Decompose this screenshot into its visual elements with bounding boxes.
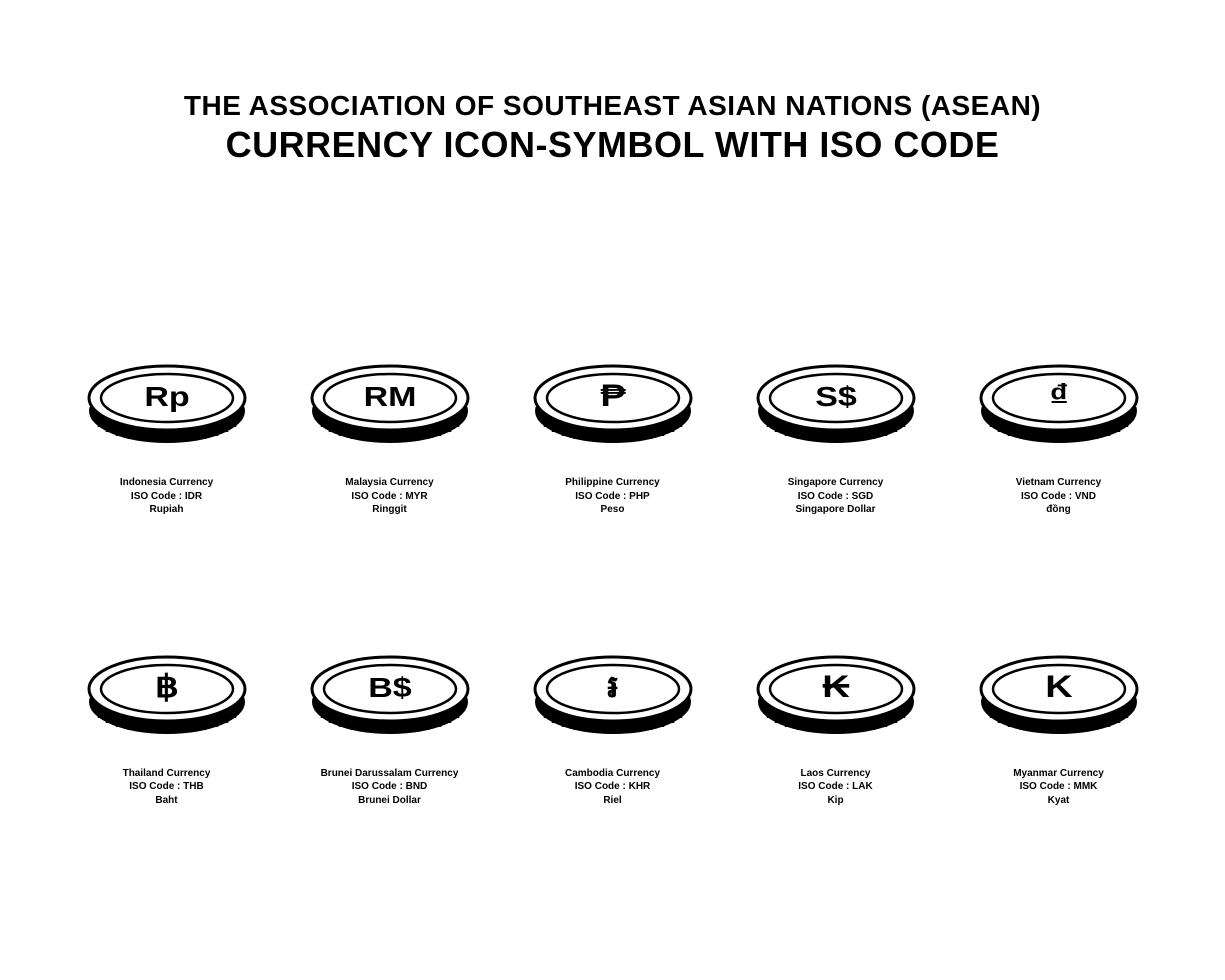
iso-label: ISO Code : LAK [798, 780, 872, 794]
title-line-2: CURRENCY ICON-SYMBOL WITH ISO CODE [0, 124, 1225, 166]
rupiah-coin-icon: Rp [77, 356, 257, 456]
country-label: Singapore Currency [788, 476, 884, 490]
country-label: Thailand Currency [123, 767, 211, 781]
brunei-dollar-coin-icon: B$ [300, 647, 480, 747]
currency-cell-idr: Rp Indonesia Currency ISO Code : IDR Rup… [60, 356, 273, 517]
svg-text:B$: B$ [368, 671, 411, 702]
svg-text:RM: RM [363, 381, 416, 412]
currency-name: Kip [798, 794, 872, 808]
ringgit-coin-icon: RM [300, 356, 480, 456]
currency-cell-sgd: S$ Singapore Currency ISO Code : SGD Sin… [729, 356, 942, 517]
svg-text:₫: ₫ [1049, 379, 1068, 413]
country-label: Myanmar Currency [1013, 767, 1104, 781]
svg-text:฿: ฿ [154, 670, 178, 704]
currency-name: Brunei Dollar [321, 794, 459, 808]
currency-cell-thb: ฿ Thailand Currency ISO Code : THB Baht [60, 647, 273, 808]
iso-label: ISO Code : BND [321, 780, 459, 794]
kyat-coin-icon: K [969, 647, 1149, 747]
iso-label: ISO Code : VND [1016, 490, 1101, 504]
iso-label: ISO Code : MYR [345, 490, 433, 504]
currency-name: Peso [565, 503, 659, 517]
dong-coin-icon: ₫ [969, 356, 1149, 456]
svg-text:₭: ₭ [822, 670, 849, 704]
country-label: Brunei Darussalam Currency [321, 767, 459, 781]
country-label: Cambodia Currency [565, 767, 660, 781]
currency-name: Baht [123, 794, 211, 808]
singapore-dollar-coin-icon: S$ [746, 356, 926, 456]
header: THE ASSOCIATION OF SOUTHEAST ASIAN NATIO… [0, 0, 1225, 166]
currency-cell-myr: RM Malaysia Currency ISO Code : MYR Ring… [283, 356, 496, 517]
country-label: Laos Currency [798, 767, 872, 781]
riel-coin-icon: ៛ [523, 647, 703, 747]
iso-label: ISO Code : MMK [1013, 780, 1104, 794]
currency-cell-khr: ៛ Cambodia Currency ISO Code : KHR Riel [506, 647, 719, 808]
country-label: Malaysia Currency [345, 476, 433, 490]
iso-label: ISO Code : SGD [788, 490, 884, 504]
svg-text:S$: S$ [815, 381, 857, 412]
currency-name: Riel [565, 794, 660, 808]
currency-cell-vnd: ₫ Vietnam Currency ISO Code : VND đồng [952, 356, 1165, 517]
currency-name: đồng [1016, 503, 1101, 517]
svg-text:K: K [1045, 670, 1072, 704]
currency-cell-bnd: B$ Brunei Darussalam Currency ISO Code :… [283, 647, 496, 808]
iso-label: ISO Code : THB [123, 780, 211, 794]
currency-grid: Rp Indonesia Currency ISO Code : IDR Rup… [0, 356, 1225, 807]
svg-text:Rp: Rp [144, 381, 189, 412]
currency-name: Rupiah [120, 503, 213, 517]
peso-coin-icon: ₱ [523, 356, 703, 456]
country-label: Philippine Currency [565, 476, 659, 490]
baht-coin-icon: ฿ [77, 647, 257, 747]
svg-text:៛: ៛ [606, 670, 618, 704]
kip-coin-icon: ₭ [746, 647, 926, 747]
country-label: Indonesia Currency [120, 476, 213, 490]
svg-text:₱: ₱ [600, 379, 626, 413]
iso-label: ISO Code : PHP [565, 490, 659, 504]
currency-name: Ringgit [345, 503, 433, 517]
currency-cell-lak: ₭ Laos Currency ISO Code : LAK Kip [729, 647, 942, 808]
country-label: Vietnam Currency [1016, 476, 1101, 490]
currency-name: Singapore Dollar [788, 503, 884, 517]
currency-cell-mmk: K Myanmar Currency ISO Code : MMK Kyat [952, 647, 1165, 808]
currency-name: Kyat [1013, 794, 1104, 808]
iso-label: ISO Code : IDR [120, 490, 213, 504]
currency-cell-php: ₱ Philippine Currency ISO Code : PHP Pes… [506, 356, 719, 517]
title-line-1: THE ASSOCIATION OF SOUTHEAST ASIAN NATIO… [0, 90, 1225, 122]
iso-label: ISO Code : KHR [565, 780, 660, 794]
